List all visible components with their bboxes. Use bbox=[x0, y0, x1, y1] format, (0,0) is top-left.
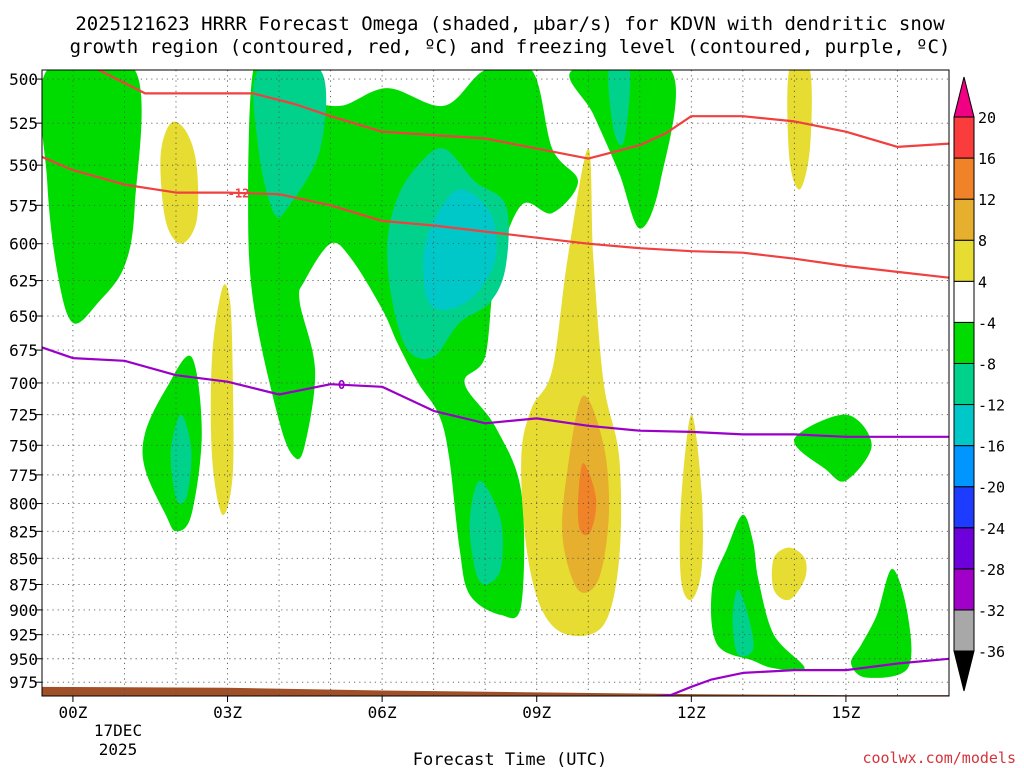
colorbar-tick-label: -8 bbox=[978, 355, 996, 373]
colorbar-tick-label: -32 bbox=[978, 602, 1005, 620]
x-axis: 17DEC 2025 00Z 03Z 06Z 09Z 12Z 15Z bbox=[58, 696, 861, 759]
omega-region-teal-lower-right-a bbox=[732, 589, 754, 657]
colorbar-swatch bbox=[953, 239, 975, 282]
omega-region-yellow-left-b bbox=[210, 284, 234, 516]
y-tick-label: 700 bbox=[9, 374, 38, 393]
colorbar-swatch bbox=[953, 568, 975, 611]
x-date-label-line2: 2025 bbox=[99, 740, 138, 759]
omega-region-teal-left-column bbox=[253, 70, 327, 218]
y-tick-label: 550 bbox=[9, 156, 38, 175]
colorbar-swatch bbox=[953, 362, 975, 406]
colorbar-tick-label: -4 bbox=[978, 314, 996, 332]
y-tick-label: 725 bbox=[9, 406, 38, 425]
y-tick-label: 900 bbox=[9, 601, 38, 620]
terrain-fill bbox=[42, 686, 949, 696]
freezing-level-line-1 bbox=[647, 657, 949, 696]
omega-region-teal-finger-upper bbox=[608, 70, 631, 146]
chart-title-line2: growth region (contoured, red, ºC) and f… bbox=[70, 36, 951, 58]
colorbar-tick-label: -36 bbox=[978, 643, 1005, 661]
y-axis: 500 525 550 575 600 625 650 675 700 725 750 775 800 8… bbox=[9, 70, 42, 692]
colorbar-swatch bbox=[953, 280, 975, 323]
colorbar-swatch bbox=[953, 321, 975, 364]
y-tick-label: 750 bbox=[9, 436, 38, 455]
y-tick-label: 675 bbox=[9, 341, 38, 360]
x-tick-label: 03Z bbox=[213, 703, 242, 722]
colorbar-tick-label: -12 bbox=[978, 397, 1005, 415]
colorbar-tick-label: 8 bbox=[978, 232, 987, 250]
y-tick-label: 775 bbox=[9, 466, 38, 485]
y-tick-label: 925 bbox=[9, 626, 38, 645]
colorbar-tick-label: -16 bbox=[978, 438, 1005, 456]
colorbar-tick-label: 16 bbox=[978, 150, 996, 168]
y-tick-label: 950 bbox=[9, 650, 38, 669]
omega-region-yellow-right-small bbox=[771, 547, 807, 601]
colorbar-swatch bbox=[953, 404, 975, 447]
freezing-level-contour-label: 0 bbox=[338, 378, 345, 392]
freezing-level-line-0 bbox=[42, 346, 949, 438]
omega-region-green-left-column bbox=[42, 70, 142, 324]
omega-region-green-right-triangle bbox=[794, 414, 872, 482]
x-tick-label: 06Z bbox=[368, 703, 397, 722]
colorbar-tick-label: -20 bbox=[978, 479, 1005, 497]
omega-shading bbox=[42, 70, 912, 678]
omega-region-green-lower-right-b bbox=[851, 568, 912, 678]
y-tick-label: 850 bbox=[9, 549, 38, 568]
colorbar-arrow-bottom bbox=[953, 650, 975, 692]
x-tick-label: 15Z bbox=[831, 703, 860, 722]
y-tick-label: 975 bbox=[9, 673, 38, 692]
colorbar-tick-label: 12 bbox=[978, 191, 996, 209]
x-tick-label: 12Z bbox=[677, 703, 706, 722]
terrain bbox=[42, 686, 949, 696]
y-tick-label: 525 bbox=[9, 114, 38, 133]
colorbar-swatch bbox=[953, 609, 975, 652]
y-tick-label: 500 bbox=[9, 70, 38, 89]
x-axis-label: Forecast Time (UTC) bbox=[413, 750, 607, 768]
dendritic-isotherm-line-1 bbox=[98, 70, 949, 160]
chart-title-line1: 2025121623 HRRR Forecast Omega (shaded, … bbox=[75, 13, 945, 35]
colorbar-swatch bbox=[953, 198, 975, 241]
colorbar-tick-label: 20 bbox=[978, 109, 996, 127]
omega-region-yellow-right-top bbox=[787, 70, 812, 190]
dendritic-isotherm-contour-label: -12 bbox=[228, 187, 250, 201]
y-tick-label: 650 bbox=[9, 307, 38, 326]
omega-region-yellow-left-a bbox=[160, 121, 199, 244]
y-tick-label: 625 bbox=[9, 272, 38, 291]
colorbar-swatch bbox=[953, 486, 975, 529]
colorbar: -36 -32 -28 -24 -20 -16 -12 -8 -4 4 8 12 16 20 bbox=[953, 76, 1005, 692]
y-tick-label: 575 bbox=[9, 196, 38, 215]
y-tick-label: 800 bbox=[9, 495, 38, 514]
colorbar-tick-label: -24 bbox=[978, 520, 1005, 538]
colorbar-tick-label: 4 bbox=[978, 273, 987, 291]
plot-area: -12 0 bbox=[41, 69, 950, 697]
colorbar-swatch bbox=[953, 116, 975, 159]
source-credit: coolwx.com/models bbox=[862, 749, 1016, 767]
y-tick-label: 600 bbox=[9, 235, 38, 254]
x-date-label-line1: 17DEC bbox=[94, 721, 142, 740]
x-tick-label: 09Z bbox=[522, 703, 551, 722]
omega-region-orange-core bbox=[577, 463, 597, 536]
y-tick-label: 825 bbox=[9, 522, 38, 541]
colorbar-swatch bbox=[953, 157, 975, 200]
omega-region-cyan-core bbox=[423, 189, 497, 310]
colorbar-swatch bbox=[953, 445, 975, 488]
colorbar-tick-label: -28 bbox=[978, 561, 1005, 579]
contour-lines: -12 0 bbox=[42, 70, 949, 696]
dendritic-isotherm-line-0 bbox=[42, 155, 949, 279]
colorbar-arrow-top bbox=[953, 76, 975, 118]
colorbar-swatch bbox=[953, 527, 975, 570]
y-tick-label: 875 bbox=[9, 575, 38, 594]
x-tick-label: 00Z bbox=[58, 703, 87, 722]
